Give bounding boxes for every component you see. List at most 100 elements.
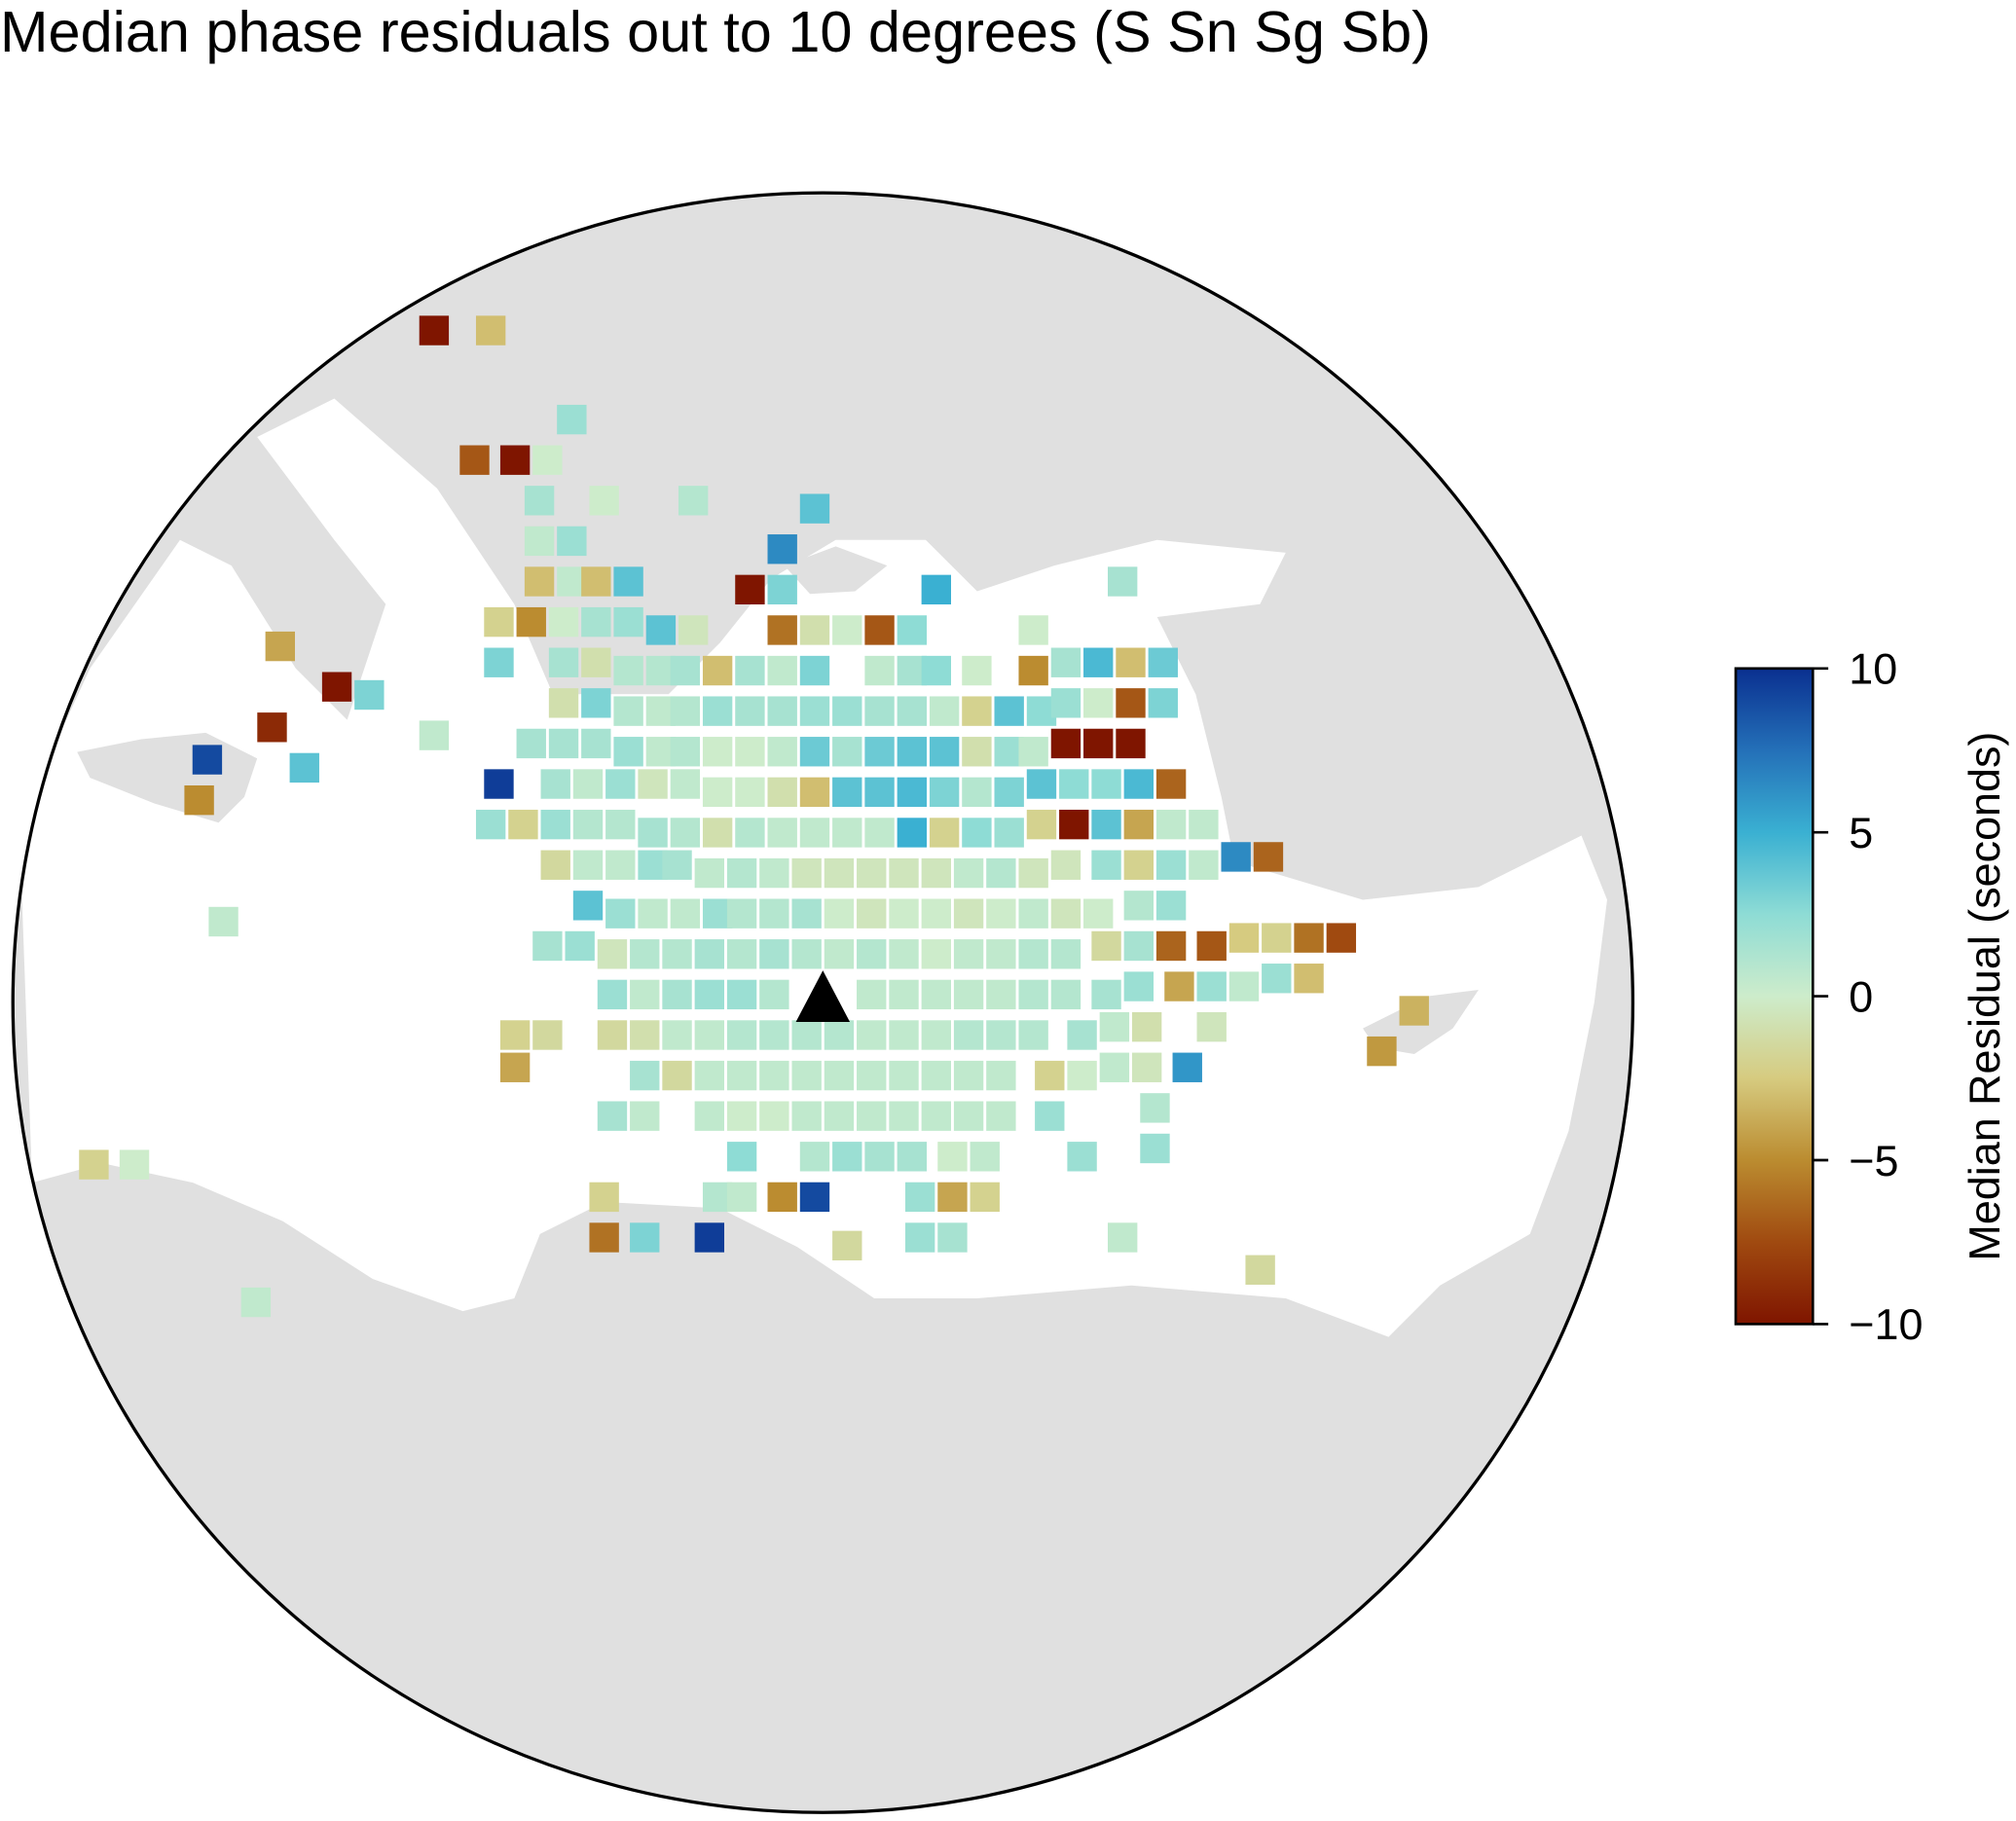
- residual-cell: [702, 737, 733, 767]
- residual-cell: [864, 818, 895, 848]
- residual-cell: [864, 615, 895, 645]
- residual-cell: [484, 647, 514, 677]
- residual-cell: [702, 655, 733, 686]
- residual-cell: [1107, 1222, 1138, 1253]
- residual-cell: [1123, 850, 1155, 880]
- residual-cell: [662, 979, 692, 1010]
- residual-cell: [962, 777, 992, 808]
- residual-cell: [548, 728, 579, 759]
- residual-cell: [1050, 898, 1081, 929]
- residual-cell: [759, 1060, 789, 1091]
- residual-cell: [1107, 566, 1138, 597]
- residual-cell: [929, 696, 960, 726]
- residual-cell: [572, 891, 604, 921]
- residual-cell: [1155, 891, 1187, 921]
- residual-cell: [767, 777, 797, 808]
- residual-cell: [678, 486, 709, 516]
- residual-cell: [702, 696, 733, 726]
- residual-cell: [889, 939, 919, 969]
- residual-cell: [1245, 1255, 1275, 1285]
- residual-cell: [735, 777, 765, 808]
- residual-cell: [904, 1222, 935, 1253]
- residual-cell: [499, 1020, 531, 1050]
- residual-cell: [475, 315, 506, 346]
- residual-cell: [970, 1182, 1000, 1213]
- residual-cell: [1196, 971, 1227, 1002]
- residual-cell: [1018, 1020, 1048, 1050]
- residual-cell: [1083, 647, 1114, 677]
- residual-cell: [726, 1142, 757, 1172]
- residual-cell: [921, 898, 951, 929]
- residual-cell: [613, 696, 643, 726]
- residual-cell: [962, 655, 992, 686]
- residual-cell: [994, 818, 1024, 848]
- colorbar-tick-label: −5: [1849, 1136, 1898, 1185]
- residual-cell: [1155, 930, 1187, 962]
- residual-cell: [1294, 964, 1324, 994]
- cells: [79, 315, 1429, 1318]
- residual-cell: [1123, 971, 1155, 1002]
- residual-cell: [953, 898, 984, 929]
- residual-cell: [1155, 809, 1187, 840]
- residual-cell: [1018, 857, 1048, 889]
- residual-cell: [1083, 898, 1114, 929]
- residual-cell: [597, 1020, 628, 1050]
- colorbar-label: Median Residual (seconds): [1960, 732, 2009, 1261]
- residual-cell: [557, 404, 587, 435]
- residual-cell: [1050, 647, 1081, 677]
- residual-cell: [208, 906, 238, 937]
- residual-cell: [1189, 809, 1219, 840]
- residual-cell: [986, 898, 1016, 929]
- residual-cell: [1367, 1036, 1397, 1067]
- residual-cell: [921, 574, 951, 605]
- residual-cell: [953, 979, 984, 1010]
- residual-cell: [735, 574, 765, 605]
- residual-cell: [759, 1020, 789, 1050]
- residual-cell: [1091, 769, 1121, 799]
- residual-cell: [638, 769, 668, 799]
- residual-cell: [1059, 769, 1089, 799]
- residual-cell: [759, 939, 789, 969]
- residual-cell: [921, 1020, 951, 1050]
- residual-cell: [499, 1052, 531, 1082]
- residual-cell: [1155, 850, 1187, 880]
- residual-cell: [516, 728, 546, 759]
- residual-cell: [1116, 647, 1146, 677]
- residual-cell: [864, 1142, 895, 1172]
- residual-cell: [1059, 809, 1089, 840]
- residual-cell: [670, 696, 701, 726]
- residual-cell: [1018, 737, 1048, 767]
- residual-cell: [791, 898, 822, 929]
- residual-cell: [799, 777, 830, 808]
- residual-cell: [605, 769, 636, 799]
- residual-cell: [1018, 939, 1048, 969]
- residual-cell: [726, 979, 757, 1010]
- residual-cell: [572, 769, 604, 799]
- residual-cell: [726, 898, 757, 929]
- residual-cell: [605, 809, 636, 840]
- residual-cell: [735, 737, 765, 767]
- residual-cell: [694, 1020, 725, 1050]
- residual-cell: [897, 737, 928, 767]
- residual-cell: [953, 1020, 984, 1050]
- residual-cell: [257, 712, 287, 743]
- residual-cell: [759, 1101, 789, 1131]
- residual-cell: [548, 647, 579, 677]
- residual-cell: [726, 1060, 757, 1091]
- residual-cell: [921, 979, 951, 1010]
- residual-cell: [832, 818, 862, 848]
- residual-cell: [532, 445, 563, 475]
- residual-cell: [832, 696, 862, 726]
- residual-cell: [532, 1020, 563, 1050]
- residual-cell: [589, 1182, 619, 1213]
- residual-cell: [929, 818, 960, 848]
- residual-cell: [613, 655, 643, 686]
- residual-cell: [986, 857, 1016, 889]
- residual-cell: [565, 930, 595, 962]
- residual-cell: [857, 898, 887, 929]
- residual-cell: [767, 534, 797, 565]
- residual-cell: [889, 1020, 919, 1050]
- residual-cell: [1172, 1052, 1202, 1082]
- residual-cell: [540, 809, 570, 840]
- residual-cell: [824, 939, 855, 969]
